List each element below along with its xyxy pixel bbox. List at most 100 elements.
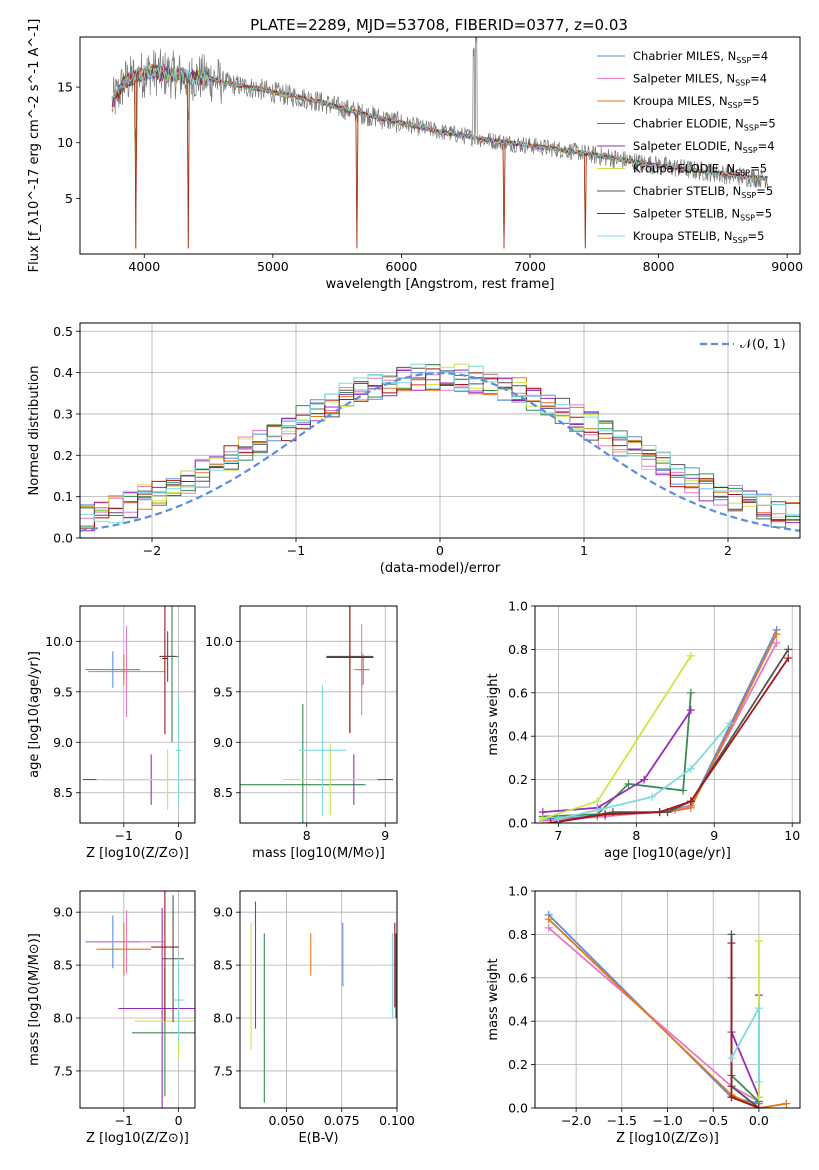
y-tick-label: 10.0 <box>205 634 233 649</box>
histogram-6 <box>80 366 800 521</box>
mass-weight-marker-4 <box>640 775 649 784</box>
x-tick-label: −1.0 <box>652 1113 682 1128</box>
x-tick-label: 8 <box>303 828 311 843</box>
x-tick-label: 0 <box>175 828 183 843</box>
mass-weight-marker-8 <box>647 792 656 801</box>
plot-mass-vs-Z: −1 0 7.5 8.0 8.5 9.0 Z [log10(Z/Z⊙)] mass [log1… <box>27 890 196 1146</box>
x-tick-label: 1 <box>580 543 588 558</box>
x-tick-label: 0 <box>436 543 444 558</box>
mass-weight-marker-1 <box>772 638 781 647</box>
x-tick-label: −0.5 <box>698 1113 728 1128</box>
y-axis-label: mass [log10(M/M⊙)] <box>27 933 42 1066</box>
y-tick-label: 0.6 <box>508 970 528 985</box>
model-spectrum-8 <box>111 65 768 182</box>
y-tick-label: 0.4 <box>53 365 73 380</box>
gaussian-curve <box>80 371 800 532</box>
y-axis-label: mass weight <box>486 673 501 755</box>
mass-weight-marker-7 <box>686 797 695 806</box>
mass-weight-marker-3 <box>679 786 688 795</box>
mass-weight-marker-5 <box>754 936 763 945</box>
axes-frame <box>239 890 398 1109</box>
plot-area-mass-vs-EBV <box>250 901 397 1103</box>
x-tick-label: −2 <box>143 543 161 558</box>
x-tick-label: 0.075 <box>324 1113 360 1128</box>
x-tick-label: 8000 <box>643 259 675 274</box>
x-tick-label: 9 <box>710 828 718 843</box>
axes-frame <box>79 322 801 539</box>
mass-weight-marker-1 <box>544 923 553 932</box>
y-tick-label: 8.0 <box>213 1011 233 1026</box>
y-axis-label: mass weight <box>486 958 501 1040</box>
mass-weight-marker-8 <box>754 1077 763 1086</box>
histogram-7 <box>80 368 800 529</box>
mass-weight-marker-5 <box>538 814 547 823</box>
plot-area-spectrum <box>111 37 769 249</box>
plot-area-age-vs-Z <box>82 606 195 810</box>
y-axis-label: Normed distribution <box>27 366 42 496</box>
y-tick-label: 0.0 <box>53 531 73 546</box>
y-tick-label: 0.8 <box>508 927 528 942</box>
legend-label-3: Chabrier ELODIE, NSSP=5 <box>633 117 776 133</box>
mass-weight-marker-4 <box>686 706 695 715</box>
mass-weight-line-1 <box>548 927 760 1103</box>
mass-weight-marker-6 <box>784 645 793 654</box>
y-tick-label: 0.4 <box>508 1014 528 1029</box>
y-tick-label: 9.5 <box>53 684 73 699</box>
mass-weight-marker-7 <box>754 1104 763 1108</box>
y-tick-label: 9.0 <box>213 735 233 750</box>
mass-weight-marker-7 <box>655 808 664 817</box>
y-tick-label: 10 <box>57 135 73 150</box>
y-tick-label: 0.6 <box>508 685 528 700</box>
y-tick-label: 0.2 <box>53 448 73 463</box>
y-tick-label: 7.5 <box>53 1063 73 1078</box>
mass-weight-marker-5 <box>754 1093 763 1102</box>
legend-label-1: Salpeter MILES, NSSP=4 <box>633 72 767 88</box>
plot-age-vs-Z: −1 0 8.5 9.0 9.5 10.0 Z [log10(Z/Z⊙)] age [log1… <box>27 605 196 861</box>
plot-mass-vs-EBV: 0.050 0.075 0.100 7.5 8.0 8.5 9.0 E(B-V) <box>213 890 415 1146</box>
plot-area-massweight-vs-Z <box>544 910 791 1108</box>
y-tick-label: 9.0 <box>213 905 233 920</box>
legend-label-0: Chabrier MILES, NSSP=4 <box>633 49 768 65</box>
y-tick-label: 10.0 <box>45 634 73 649</box>
plot-massweight-vs-Z: −2.0 −1.5 −1.0 −0.5 0.0 0.0 0.2 0.4 0.6 0.8 1.0 Z [… <box>486 884 801 1146</box>
legend-label-4: Salpeter ELODIE, NSSP=4 <box>633 139 775 155</box>
x-tick-label: 7 <box>554 828 562 843</box>
axes-frame <box>239 605 398 824</box>
y-tick-label: 0.4 <box>508 729 528 744</box>
plot-age-vs-mass: 8 9 8.5 9.0 9.5 10.0 mass [log10(M/M⊙)] <box>205 605 398 861</box>
x-tick-label: 4000 <box>128 259 160 274</box>
y-tick-label: 5 <box>65 191 73 206</box>
mass-weight-line-7 <box>730 943 760 1108</box>
mass-weight-line-0 <box>548 914 760 1105</box>
plot-residuals: −2 −1 0 1 2 0.0 0.1 0.2 0.3 0.4 0.5 (data-model)/er… <box>27 322 801 576</box>
plot-spectrum: 4000 5000 6000 7000 8000 9000 5 10 15 wavelength … <box>27 19 803 292</box>
y-axis-label: age [log10(age/yr)] <box>27 651 42 778</box>
plot-area-mass-vs-Z <box>85 891 195 1108</box>
mass-weight-line-8 <box>730 1007 760 1082</box>
mass-weight-marker-3 <box>624 779 633 788</box>
y-tick-label: 7.5 <box>213 1063 233 1078</box>
figure-title: PLATE=2289, MJD=53708, FIBERID=0377, z=0… <box>250 16 628 34</box>
mass-weight-marker-3 <box>686 688 695 697</box>
y-tick-label: 0.5 <box>53 324 73 339</box>
legend-label-6: Chabrier STELIB, NSSP=5 <box>633 184 773 200</box>
y-tick-label: 8.5 <box>213 785 233 800</box>
legend-label-7: Salpeter STELIB, NSSP=5 <box>633 207 772 223</box>
x-axis-label: mass [log10(M/M⊙)] <box>252 846 385 861</box>
x-axis-label: Z [log10(Z/Z⊙)] <box>86 1131 189 1146</box>
y-tick-label: 0.8 <box>508 642 528 657</box>
mass-weight-line-4 <box>542 709 692 813</box>
mass-weight-line-2 <box>550 633 778 823</box>
mass-weight-marker-8 <box>686 764 695 773</box>
legend-label-2: Kroupa MILES, NSSP=5 <box>633 94 759 110</box>
mass-weight-marker-2 <box>544 915 553 924</box>
mass-weight-marker-7 <box>546 819 555 823</box>
legend-gaussian-label: 𝒩(0, 1) <box>740 336 786 351</box>
plot-area-residuals <box>80 363 800 532</box>
x-tick-label: −1.5 <box>607 1113 637 1128</box>
x-axis-label: Z [log10(Z/Z⊙)] <box>616 1131 719 1146</box>
plots-layer: 4000 5000 6000 7000 8000 900051015wavelength … <box>27 19 803 1146</box>
mass-weight-marker-8 <box>727 1054 736 1063</box>
legend-label-5: Kroupa ELODIE, NSSP=5 <box>633 162 767 178</box>
mass-weight-marker-5 <box>686 651 695 660</box>
